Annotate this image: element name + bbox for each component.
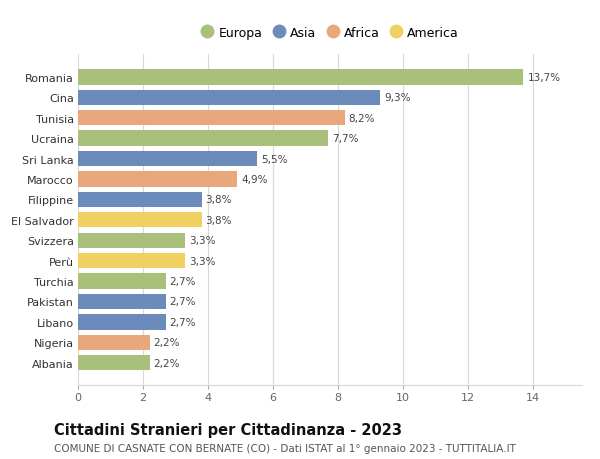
Text: 2,2%: 2,2% — [154, 337, 180, 347]
Text: 3,8%: 3,8% — [205, 215, 232, 225]
Text: 3,8%: 3,8% — [205, 195, 232, 205]
Text: 9,3%: 9,3% — [385, 93, 411, 103]
Text: COMUNE DI CASNATE CON BERNATE (CO) - Dati ISTAT al 1° gennaio 2023 - TUTTITALIA.: COMUNE DI CASNATE CON BERNATE (CO) - Dat… — [54, 443, 516, 453]
Bar — [78, 294, 166, 309]
Bar — [78, 172, 238, 187]
Bar — [78, 90, 380, 106]
Bar — [78, 131, 328, 146]
Text: 8,2%: 8,2% — [349, 113, 375, 123]
Text: 2,7%: 2,7% — [170, 317, 196, 327]
Bar — [78, 335, 149, 350]
Text: 13,7%: 13,7% — [527, 73, 560, 83]
Text: 3,3%: 3,3% — [189, 256, 216, 266]
Bar — [78, 355, 149, 370]
Bar — [78, 274, 166, 289]
Bar — [78, 253, 185, 269]
Text: 5,5%: 5,5% — [261, 154, 287, 164]
Text: 4,9%: 4,9% — [241, 174, 268, 185]
Text: 7,7%: 7,7% — [332, 134, 359, 144]
Text: 2,2%: 2,2% — [154, 358, 180, 368]
Bar — [78, 151, 257, 167]
Text: 2,7%: 2,7% — [170, 276, 196, 286]
Text: 2,7%: 2,7% — [170, 297, 196, 307]
Bar — [78, 314, 166, 330]
Legend: Europa, Asia, Africa, America: Europa, Asia, Africa, America — [196, 22, 464, 45]
Text: Cittadini Stranieri per Cittadinanza - 2023: Cittadini Stranieri per Cittadinanza - 2… — [54, 422, 402, 437]
Bar — [78, 70, 523, 85]
Text: 3,3%: 3,3% — [189, 236, 216, 246]
Bar — [78, 213, 202, 228]
Bar — [78, 111, 344, 126]
Bar — [78, 192, 202, 207]
Bar — [78, 233, 185, 248]
